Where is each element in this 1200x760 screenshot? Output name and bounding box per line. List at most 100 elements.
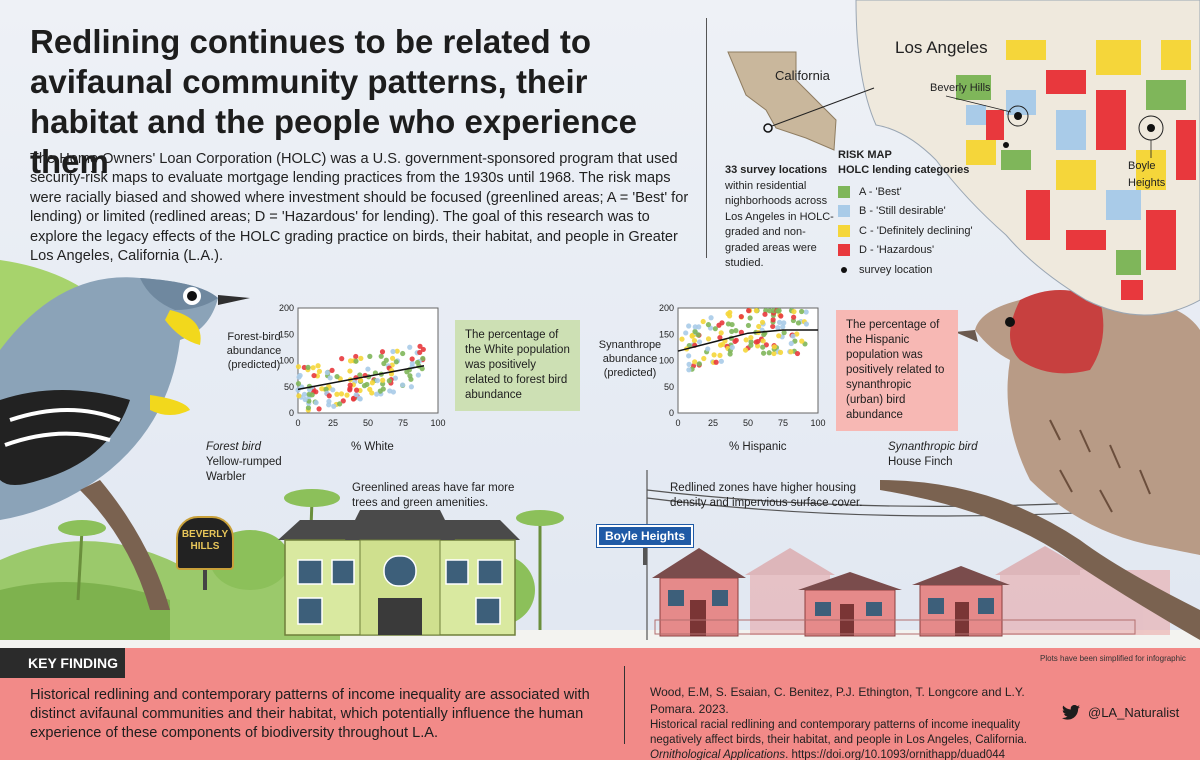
scatter-point <box>711 352 717 358</box>
x-tick-label: 75 <box>778 418 788 428</box>
scatter-point <box>420 355 426 362</box>
plot-frame <box>297 307 439 414</box>
scatter-point <box>770 323 776 330</box>
page-title: Redlining continues to be related to avi… <box>30 23 637 180</box>
scatter-point <box>347 358 354 364</box>
trend-line <box>297 365 425 391</box>
scatter-point <box>380 381 386 387</box>
scatter-point <box>326 393 332 399</box>
scatter-point <box>417 343 423 349</box>
scatter-point <box>781 320 787 326</box>
scatter-point <box>794 350 801 357</box>
y-tick-label: 100 <box>659 356 674 366</box>
x-tick-label: 50 <box>743 418 753 428</box>
scatter-point <box>791 314 797 320</box>
scatter-point <box>409 356 415 362</box>
scatter-point <box>297 372 303 379</box>
scatter-point <box>353 353 359 360</box>
scatter-point <box>717 334 723 341</box>
scatter-point <box>729 328 735 335</box>
scatter-point <box>295 364 302 370</box>
scatter-point <box>337 401 343 407</box>
scatter-point <box>409 360 415 366</box>
scatter-point <box>686 353 692 359</box>
label-beverly-hills: Beverly Hills <box>930 82 991 94</box>
legend-item-d: D - 'Hazardous' <box>838 241 973 261</box>
x-tick-label: 75 <box>398 418 408 428</box>
scatter-point <box>361 383 368 389</box>
x-tick-label: 100 <box>430 418 445 428</box>
scatter-point <box>770 317 776 323</box>
legend-item-b: B - 'Still desirable' <box>838 202 973 222</box>
scatter-point <box>338 391 345 397</box>
footer-band <box>0 648 1200 760</box>
scatter-point <box>708 315 714 321</box>
scatter-point <box>738 313 744 320</box>
scatter-point <box>738 329 744 335</box>
scatter-point <box>790 333 796 339</box>
label-california: California <box>775 68 830 83</box>
key-finding-label: KEY FINDING <box>0 648 125 678</box>
scatter-point <box>762 311 768 317</box>
scatter-point <box>777 349 784 355</box>
scatter-point <box>390 348 396 355</box>
scatter-point <box>775 325 781 331</box>
y-tick-label: 150 <box>279 329 294 339</box>
greenlined-caption: Greenlined areas have far more trees and… <box>352 482 515 509</box>
scatter-point <box>760 338 766 344</box>
scatter-point <box>420 346 426 353</box>
scatter-point <box>340 398 346 404</box>
scatter-point <box>701 355 707 362</box>
scatter-point <box>334 391 340 397</box>
trend-line <box>677 329 818 352</box>
scatter-point <box>393 359 399 365</box>
scatter-point <box>686 361 692 367</box>
scatter-point <box>389 355 396 361</box>
scatter-point <box>404 369 410 375</box>
intro-paragraph: The Home Owners' Loan Corporation (HOLC)… <box>30 151 689 265</box>
scatter-point <box>383 357 389 363</box>
scatter-point <box>729 344 735 350</box>
citation: Wood, E.M, S. Esaian, C. Benitez, P.J. E… <box>650 685 1027 760</box>
scatter-point <box>718 358 724 364</box>
scatter-point <box>313 400 319 406</box>
x-tick-label: 0 <box>675 418 680 428</box>
scatter-point <box>374 377 381 384</box>
scatter-point <box>315 363 321 369</box>
scatter-point <box>778 313 784 319</box>
y-tick-label: 0 <box>289 408 294 418</box>
survey-dot-icon <box>841 266 847 273</box>
x-tick-label: 100 <box>810 418 825 428</box>
scatter-point <box>390 389 396 395</box>
scatter-point <box>326 398 332 405</box>
key-finding-text: Historical redlining and contemporary pa… <box>30 687 590 741</box>
scatter-point <box>350 396 357 402</box>
forest-bird-label: Forest bird Yellow-rumped Warbler <box>206 441 282 483</box>
scatter-point <box>733 328 739 334</box>
scatter-point <box>296 393 302 399</box>
scatter-point <box>386 378 392 384</box>
label-los-angeles: Los Angeles <box>895 38 988 57</box>
redlined-caption: Redlined zones have higher housing densi… <box>670 482 863 509</box>
scatter-point <box>742 347 749 353</box>
legend-item-a: A - 'Best' <box>838 182 973 202</box>
y-tick-label: 50 <box>284 382 294 392</box>
scatter-point <box>759 319 766 325</box>
scatter-point <box>713 359 719 365</box>
scatter-point <box>732 338 738 344</box>
scatter-point <box>776 333 782 339</box>
scatter-point <box>329 367 335 373</box>
scatter-point <box>316 406 322 412</box>
plot2-callout: The percentage of the Hispanic populatio… <box>836 310 958 431</box>
scatter-point <box>705 322 712 328</box>
plot1-xlabel: % White <box>351 441 394 453</box>
scatter-point <box>767 308 773 314</box>
scatter-point <box>301 391 308 397</box>
scatter-point <box>776 308 782 314</box>
y-tick-label: 50 <box>664 382 674 392</box>
scatter-point <box>353 387 360 393</box>
scatter-point <box>415 372 421 378</box>
legend-swatch <box>838 185 850 198</box>
plots-note: Plots have been simplified for infograph… <box>1040 654 1186 663</box>
twitter-handle[interactable]: @LA_Naturalist <box>1062 705 1179 720</box>
